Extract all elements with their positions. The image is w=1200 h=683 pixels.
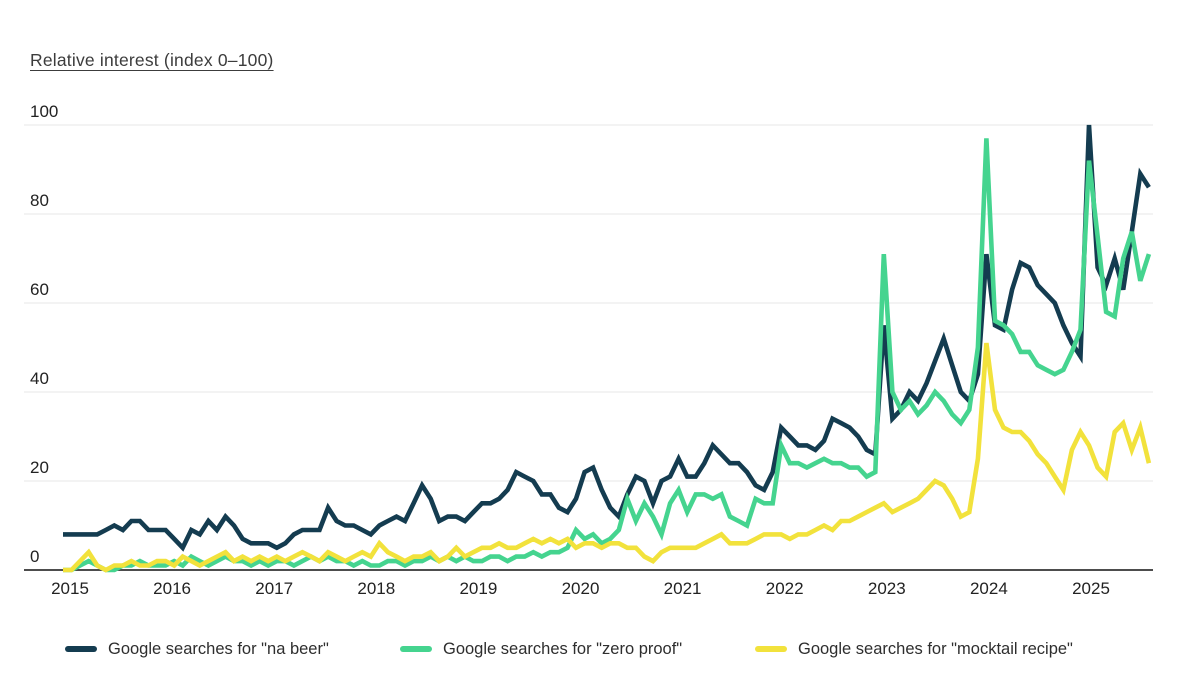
x-tick-label: 2020 — [561, 579, 600, 598]
legend-swatch-zero-proof — [400, 646, 432, 652]
x-tick-label: 2015 — [51, 579, 89, 598]
series-lines — [63, 124, 1152, 573]
legend-item-na-beer: Google searches for "na beer" — [65, 638, 329, 660]
y-tick-label: 100 — [30, 102, 59, 121]
legend-label: Google searches for "zero proof" — [443, 639, 683, 658]
gridlines — [24, 124, 1153, 571]
x-tick-label: 2023 — [867, 579, 906, 598]
x-tick-label: 2017 — [255, 579, 294, 598]
legend-label: Google searches for "na beer" — [108, 639, 329, 658]
x-tick-label: 2019 — [459, 579, 498, 598]
legend-label: Google searches for "mocktail recipe" — [798, 639, 1073, 658]
legend-item-zero-proof: Google searches for "zero proof" — [400, 638, 682, 660]
y-tick-label: 80 — [30, 191, 49, 210]
y-tick-label: 60 — [30, 280, 49, 299]
series-line-mocktail-recipe — [63, 342, 1152, 573]
legend-swatch-mocktail-recipe — [755, 646, 787, 652]
series-line-na-beer — [63, 124, 1151, 552]
x-tick-label: 2025 — [1072, 579, 1110, 598]
x-tick-label: 2024 — [969, 579, 1008, 598]
x-tick-label: 2018 — [357, 579, 396, 598]
x-tick-label: 2021 — [663, 579, 702, 598]
y-tick-label: 20 — [30, 458, 49, 477]
x-tick-label: 2016 — [153, 579, 191, 598]
y-tick-label: 40 — [30, 369, 49, 388]
x-tick-label: 2022 — [765, 579, 804, 598]
y-tick-label: 0 — [30, 547, 40, 566]
legend-item-mocktail-recipe: Google searches for "mocktail recipe" — [755, 638, 1073, 660]
legend-swatch-na-beer — [65, 646, 97, 652]
chart-title: Relative interest (index 0–100) — [30, 50, 274, 70]
series-line-zero-proof — [63, 138, 1152, 573]
